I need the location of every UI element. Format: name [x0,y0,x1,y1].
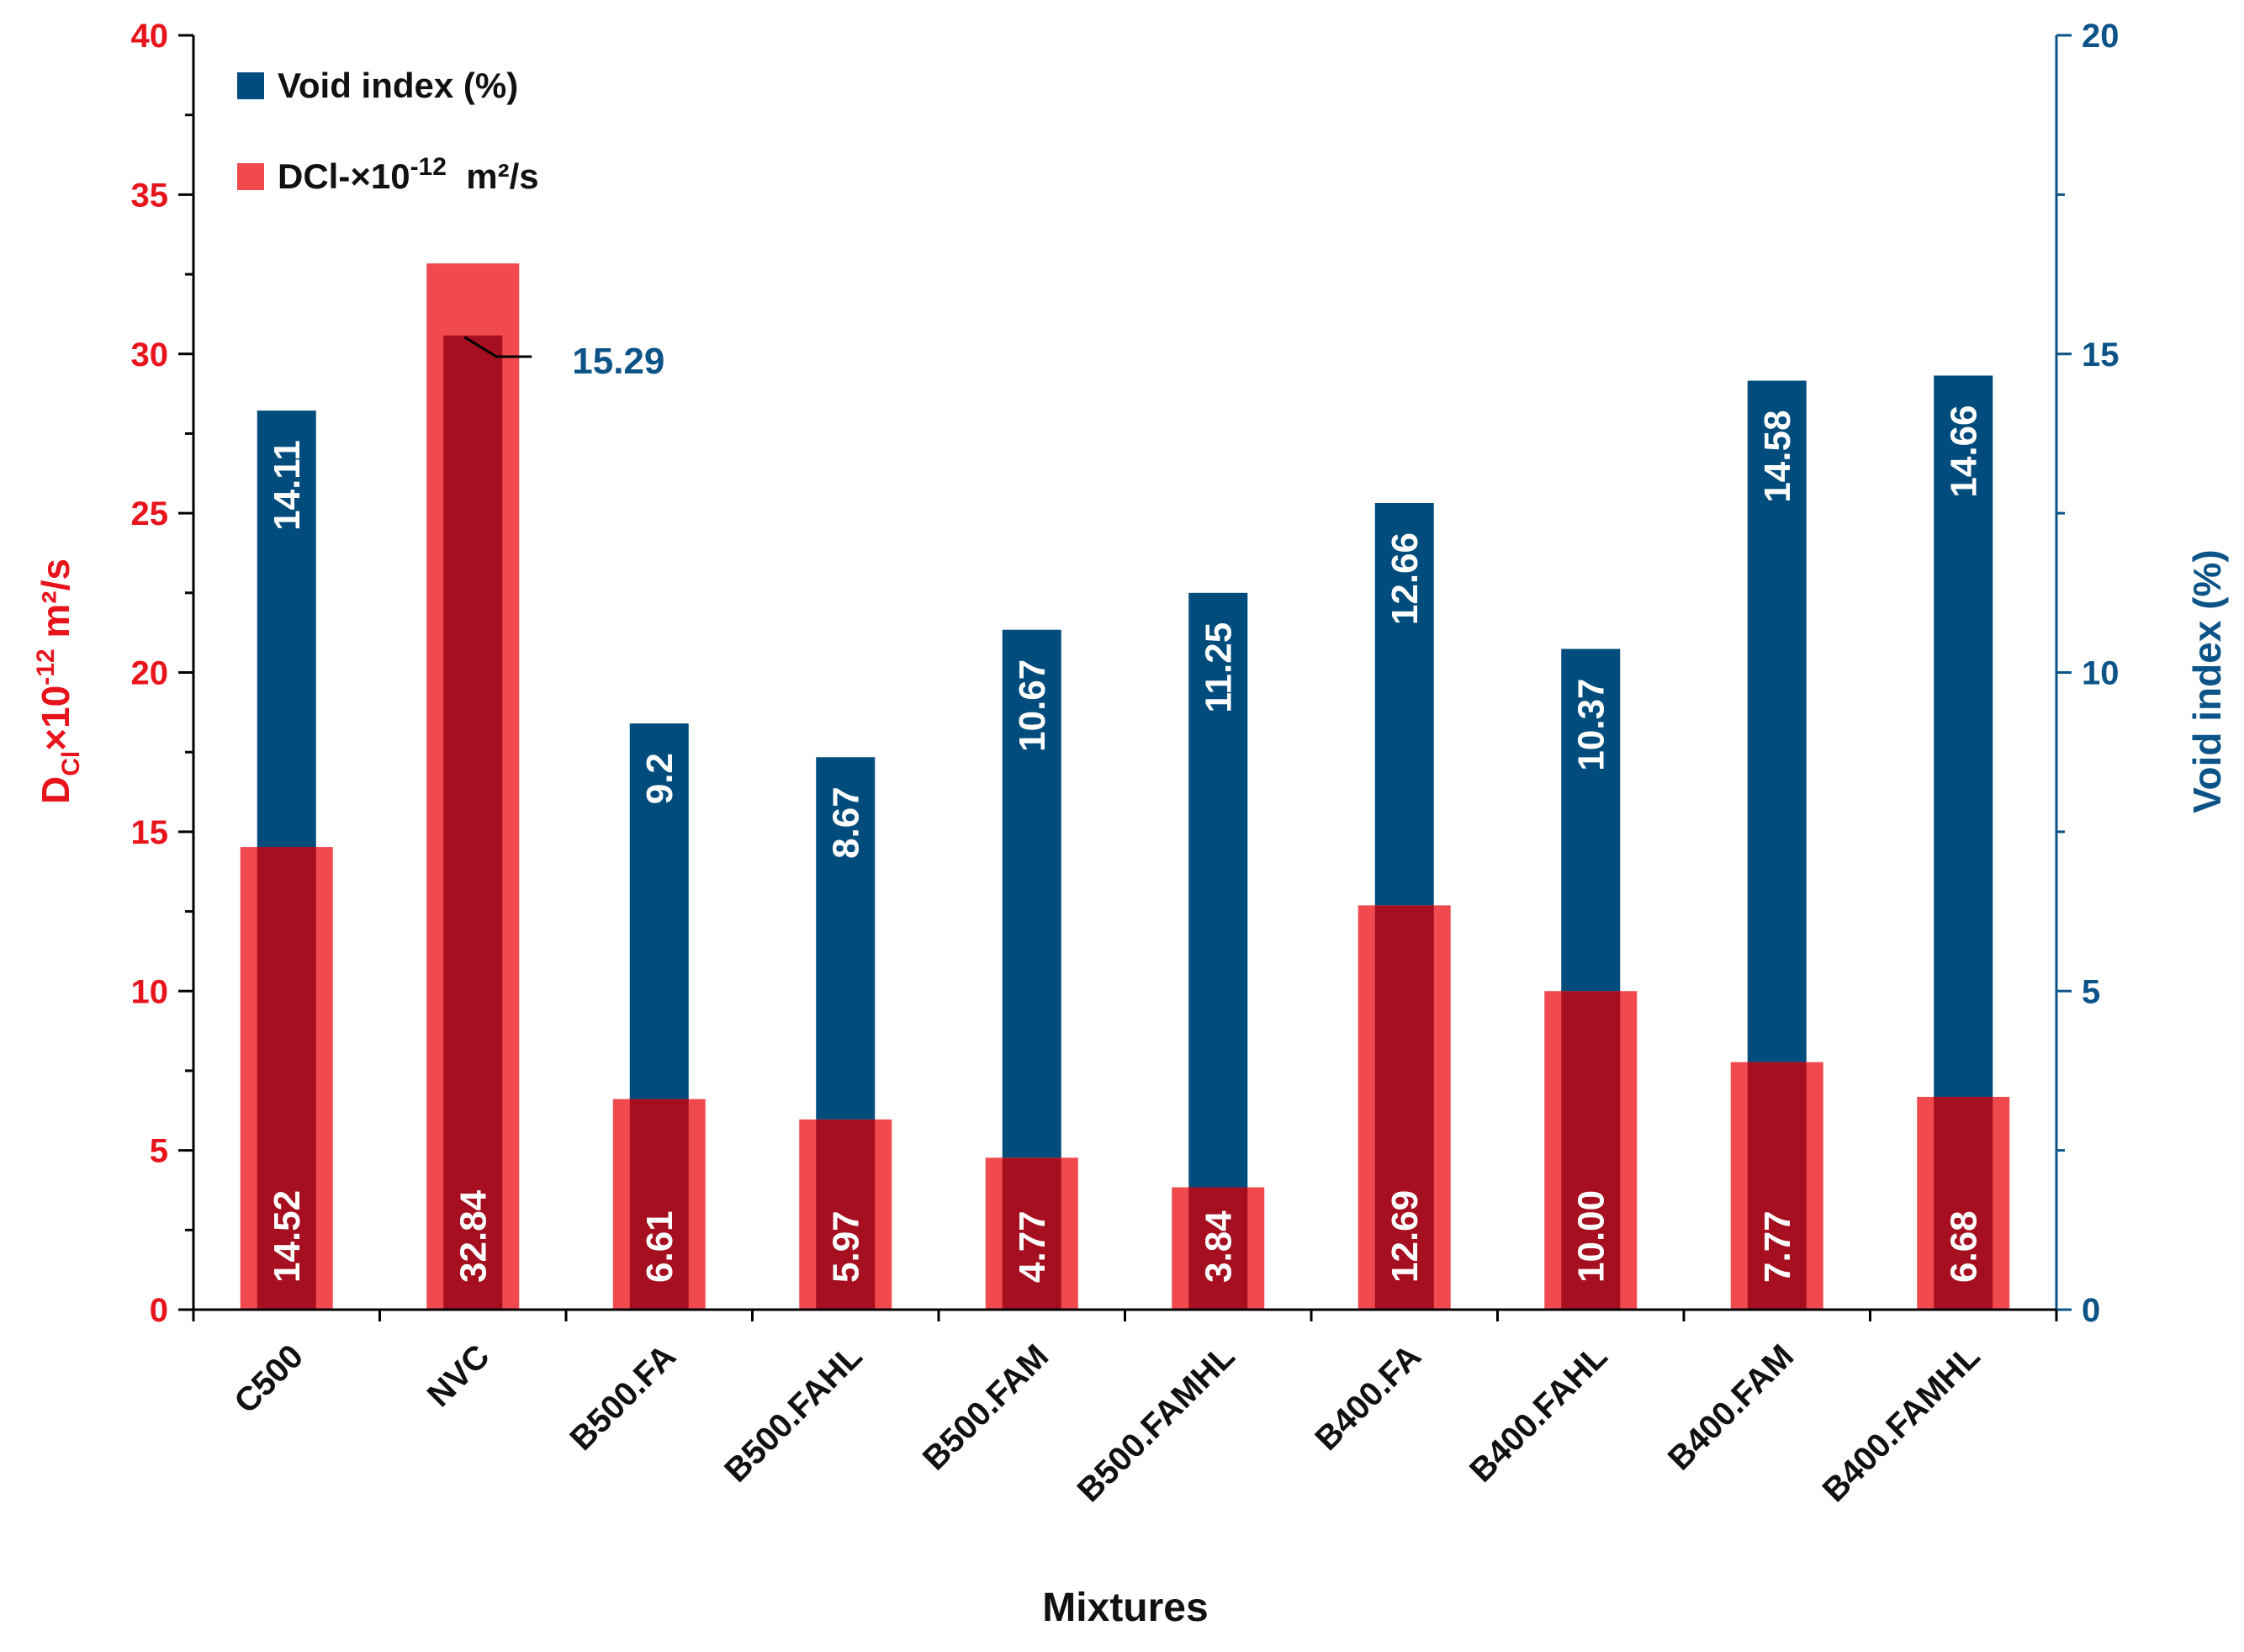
void-overlap-bar-b400-fam [1747,1062,1807,1310]
void-bar-b400-fahl [1561,649,1621,992]
dcl-value-label-b400-fahl: 10.00 [1570,1190,1612,1283]
void-overlap-bar-c500 [257,847,316,1310]
callout-leader-line [463,336,532,358]
void-bar-b500-fahl [816,757,876,1120]
x-tick-label-b400-famhl: B400.FAMHL [1816,1337,1987,1509]
dcl-value-label-b500-famhl: 3.84 [1198,1210,1239,1283]
legend-swatch-void [237,72,264,99]
y-axis-left-title: DCl×10-12 m²/s [32,559,85,804]
dcl-value-label-nvc: 32.84 [453,1189,494,1283]
legend-label-dcl: DCl-×10-12 m²/s [278,153,539,196]
void-overlap-bar-b500-famhl [1188,1187,1248,1310]
legend-swatch-dcl [237,163,264,190]
y-axis-right-title: Void index (%) [2185,549,2229,813]
y-left-tick-label: 30 [131,336,169,373]
bars-layer [240,263,2010,1310]
x-tick-label-b500-fam: B500.FAM [916,1337,1056,1477]
void-value-label-b500-fa: 9.2 [639,753,680,804]
x-tick-label-b400-fa: B400.FA [1308,1337,1428,1458]
legend-dcl-main: DCl-×10 [278,156,410,196]
void-value-label-b400-fam: 14.58 [1757,410,1798,503]
void-overlap-bar-b400-fa [1374,905,1434,1310]
void-value-label-b500-famhl: 11.25 [1198,622,1239,713]
y-right-tick-label: 5 [2082,973,2100,1010]
y-left-exp: -12 [32,649,60,685]
y-right-tick-label: 15 [2082,336,2120,373]
x-tick-label-b500-fahl: B500.FAHL [717,1337,869,1489]
y-left-sub: Cl [57,751,85,776]
void-value-label-c500: 14.11 [267,440,308,531]
x-tick-label-b400-fahl: B400.FAHL [1463,1337,1614,1489]
void-bar-c500 [257,410,316,848]
y-left-tick-label: 35 [131,177,169,214]
x-axis-title: Mixtures [1042,1586,1208,1630]
dcl-value-label-c500: 14.52 [267,1190,308,1283]
void-overlap-bar-b400-fahl [1561,991,1621,1310]
dcl-value-label-b500-fa: 6.61 [639,1210,680,1283]
y-left-tick-label: 20 [131,655,169,692]
void-overlap-bar-b500-fa [629,1099,689,1310]
y-right-tick-label: 20 [2082,18,2120,55]
x-tick-label-b500-fa: B500.FA [563,1337,683,1458]
x-tick-label-b400-fam: B400.FAM [1661,1337,1801,1477]
y-left-tick-label: 40 [131,18,169,55]
y-left-tick-label: 10 [131,973,169,1010]
y-right-tick-label: 10 [2082,655,2120,692]
void-overlap-bar-b400-famhl [1934,1096,1993,1310]
dcl-value-label-b400-famhl: 6.68 [1943,1210,1984,1283]
y-left-rest: ×10 [34,686,77,751]
void-value-label-b500-fam: 10.67 [1012,659,1053,752]
void-overlap-bar-b500-fahl [816,1119,876,1310]
y-left-main: D [34,776,77,804]
dcl-value-label-b500-fahl: 5.97 [825,1210,866,1283]
void-overlap-bar-nvc [443,335,503,1310]
dcl-value-label-b500-fam: 4.77 [1012,1210,1053,1283]
x-tick-label-b500-famhl: B500.FAMHL [1071,1337,1242,1509]
void-bar-b500-famhl [1188,592,1248,1188]
y-left-tick-label: 0 [150,1292,168,1329]
void-value-label-b400-fa: 12.66 [1384,532,1426,625]
y-right-tick-label: 0 [2082,1292,2100,1329]
x-tick-label-nvc: NVC [421,1337,497,1414]
void-overlap-bar-b500-fam [1002,1157,1061,1310]
void-value-label-b400-fahl: 10.37 [1570,678,1612,770]
legend: Void index (%) DCl-×10-12 m²/s [237,66,539,196]
legend-label-void: Void index (%) [278,66,518,105]
y-left-tick-label: 5 [150,1133,168,1170]
dcl-value-label-b400-fa: 12.69 [1384,1190,1426,1283]
y-left-unit: m²/s [34,559,77,649]
void-value-callout-nvc: 15.29 [572,341,664,382]
axes-layer [178,34,2072,1321]
void-bar-b500-fa [629,723,689,1099]
y-left-tick-label: 15 [131,814,169,851]
void-bar-b400-fam [1747,380,1807,1062]
void-value-label-b500-fahl: 8.67 [825,786,866,859]
void-bar-b400-fa [1374,503,1434,906]
x-tick-label-c500: C500 [227,1337,310,1421]
y-left-tick-label: 25 [131,495,169,532]
void-bar-b400-famhl [1934,375,1993,1097]
legend-dcl-unit: m²/s [447,156,539,196]
dcl-value-label-b400-fam: 7.77 [1757,1210,1798,1283]
void-bar-b500-fam [1002,629,1061,1158]
void-value-label-b400-famhl: 14.66 [1943,405,1984,498]
legend-dcl-exp: -12 [410,153,447,181]
